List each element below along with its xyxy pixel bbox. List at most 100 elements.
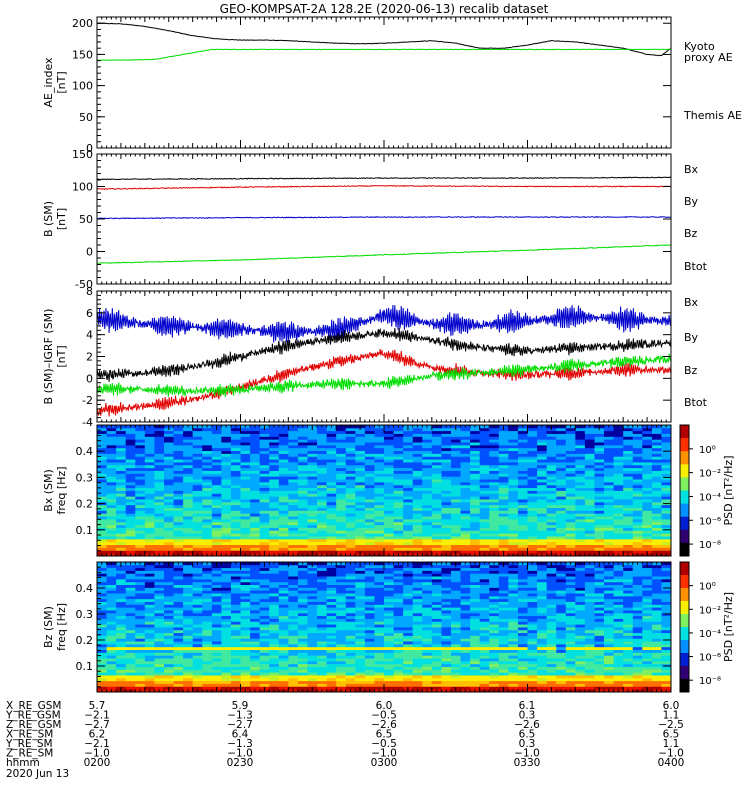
spectrogram-cell — [307, 530, 318, 534]
spectrogram-cell — [527, 536, 538, 540]
colorbar-band — [680, 451, 689, 465]
spectrogram-cell — [125, 470, 136, 474]
spectrogram-cell — [345, 521, 356, 526]
spectrogram-cell — [556, 538, 567, 543]
spectrogram-cell — [584, 663, 595, 667]
spectrogram-cell — [355, 675, 366, 679]
spectrogram-cell — [97, 655, 107, 659]
spectrogram-cell — [288, 686, 299, 690]
spectrogram-cell — [202, 547, 213, 551]
spectrogram-cell — [422, 533, 433, 537]
spectrogram-cell — [259, 677, 270, 682]
spectrogram-cell — [508, 683, 519, 687]
spectrogram-cell — [489, 476, 500, 480]
spectrogram-cell — [517, 646, 528, 651]
spectrogram-cell — [508, 533, 519, 537]
spectrogram-cell — [202, 524, 213, 528]
spectrogram-cell — [546, 527, 557, 531]
spectrogram-cell — [565, 456, 576, 460]
spectrogram-cell — [584, 499, 595, 503]
spectrogram-cell — [364, 524, 375, 528]
spectrogram-cell — [393, 499, 404, 503]
spectrogram-cell — [651, 510, 662, 514]
spectrogram-cell — [470, 541, 481, 546]
spectrogram-cell — [221, 683, 232, 687]
spectrogram-cell — [450, 470, 461, 474]
spectrogram-cell — [517, 433, 528, 437]
spectrogram-cell — [154, 459, 165, 463]
spectrogram-cell — [623, 513, 634, 517]
spectrogram-cell — [604, 436, 614, 440]
spectrogram-cell — [269, 464, 280, 469]
spectrogram-cell — [460, 544, 471, 548]
spectrogram-cell — [307, 646, 318, 651]
spectrogram-cell — [584, 518, 595, 523]
spectrogram-cell — [613, 643, 624, 648]
spectrogram-cell — [97, 518, 107, 523]
spectrogram-cell — [221, 470, 232, 474]
spectrogram-cell — [135, 538, 146, 543]
spectrogram-cell — [250, 496, 261, 500]
spectrogram-cell — [412, 462, 423, 466]
spectrogram-cell — [297, 453, 308, 457]
spectrogram-cell — [527, 666, 538, 670]
spectrogram-cell — [403, 513, 414, 517]
spectrogram-cell — [384, 439, 394, 443]
spectrogram-cell — [221, 516, 232, 520]
spectrogram-cell — [450, 683, 461, 687]
spectrogram-cell — [278, 521, 289, 526]
spectrogram-cell — [642, 643, 653, 648]
spectrogram-cell — [336, 677, 347, 682]
spectrogram-cell — [355, 643, 366, 648]
spectrogram-cell — [355, 442, 366, 446]
spectrogram-cell — [632, 530, 643, 534]
spectrogram-cell — [508, 476, 519, 480]
spectrogram-cell — [269, 550, 280, 554]
spectrogram-cell — [651, 499, 662, 503]
spectrogram-cell — [192, 663, 203, 667]
spectrogram-cell — [307, 430, 318, 434]
spectrogram-cell — [479, 444, 490, 449]
spectrogram-cell — [211, 536, 222, 540]
spectrogram-cell — [106, 479, 117, 483]
spectrogram-cell — [517, 450, 528, 454]
spectrogram-cell — [508, 530, 519, 534]
spectrogram-cell — [106, 530, 117, 534]
spectrogram-cell — [537, 669, 548, 673]
spectrogram-cell — [326, 536, 337, 540]
spectrogram-cell — [192, 530, 203, 534]
spectrogram-cell — [470, 533, 481, 537]
spectrogram-cell — [163, 683, 174, 687]
spectrogram-cell — [259, 544, 270, 548]
spectrogram-cell — [565, 479, 576, 483]
spectrogram-cell — [173, 490, 184, 494]
spectrogram-cell — [250, 660, 261, 665]
spectrogram-cell — [364, 453, 375, 457]
spectrogram-cell — [297, 536, 308, 540]
spectrogram-cell — [460, 436, 471, 440]
spectrogram-cell — [441, 541, 452, 546]
spectrogram-cell — [345, 646, 356, 651]
spectrogram-cell — [135, 510, 146, 514]
spectrogram-cell — [450, 518, 461, 523]
spectrogram-cell — [144, 663, 155, 667]
spectrogram-cell — [211, 530, 222, 534]
spectrogram-cell — [307, 447, 318, 452]
spectrogram-cell — [259, 504, 270, 508]
spectrogram-cell — [508, 464, 519, 469]
spectrogram-cell — [479, 436, 490, 440]
spectrogram-cell — [556, 658, 567, 662]
spectrogram-cell — [154, 467, 165, 471]
spectrogram-cell — [412, 660, 423, 665]
y-tick-label: 50 — [79, 213, 93, 226]
spectrogram-cell — [183, 652, 194, 656]
spectrogram-cell — [384, 484, 394, 489]
spectrogram-cell — [355, 501, 366, 506]
spectrogram-cell — [269, 459, 280, 463]
spectrogram-cell — [594, 462, 605, 466]
spectrogram-cell — [326, 453, 337, 457]
spectrogram-cell — [173, 527, 184, 531]
spectrogram-cell — [326, 442, 337, 446]
spectrogram-cell — [116, 643, 127, 648]
